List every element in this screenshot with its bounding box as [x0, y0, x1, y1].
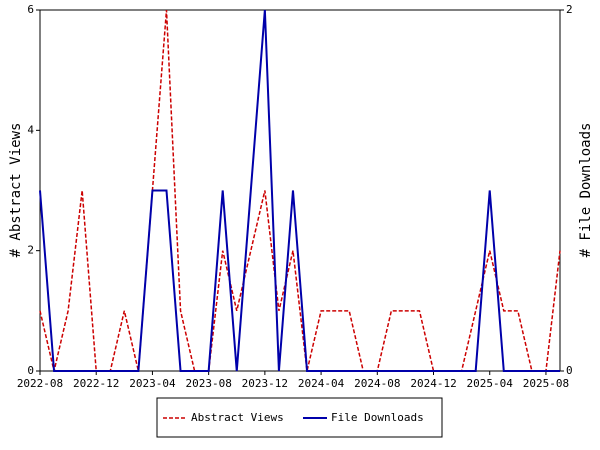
- y-tick-label: 4: [27, 123, 34, 136]
- x-tick-label: 2024-04: [298, 377, 345, 390]
- plot-frame: [39, 9, 561, 372]
- x-tick-label: 2025-08: [523, 377, 569, 390]
- y-tick-label: 2: [27, 244, 34, 257]
- y-tick-label: 6: [27, 3, 34, 16]
- legend-box: [156, 397, 443, 438]
- y-tick-label: 0: [27, 364, 34, 377]
- x-tick-label: 2023-12: [242, 377, 288, 390]
- y2-axis-title: # File Downloads: [578, 123, 594, 258]
- x-tick-label: 2022-12: [73, 377, 119, 390]
- x-tick-label: 2024-08: [354, 377, 400, 390]
- series-line: [39, 9, 561, 372]
- x-tick-label: 2025-04: [467, 377, 514, 390]
- x-tick-label: 2023-04: [129, 377, 176, 390]
- y-axis-title: # Abstract Views: [8, 123, 24, 258]
- x-tick-label: 2023-08: [185, 377, 231, 390]
- x-tick-label: 2024-12: [410, 377, 456, 390]
- series-line: [39, 9, 560, 372]
- legend-label: Abstract Views: [191, 411, 284, 424]
- y2-tick-label: 0: [566, 364, 573, 377]
- legend-label: File Downloads: [331, 411, 424, 424]
- y2-tick-label: 2: [566, 3, 573, 16]
- x-tick-label: 2022-08: [17, 377, 63, 390]
